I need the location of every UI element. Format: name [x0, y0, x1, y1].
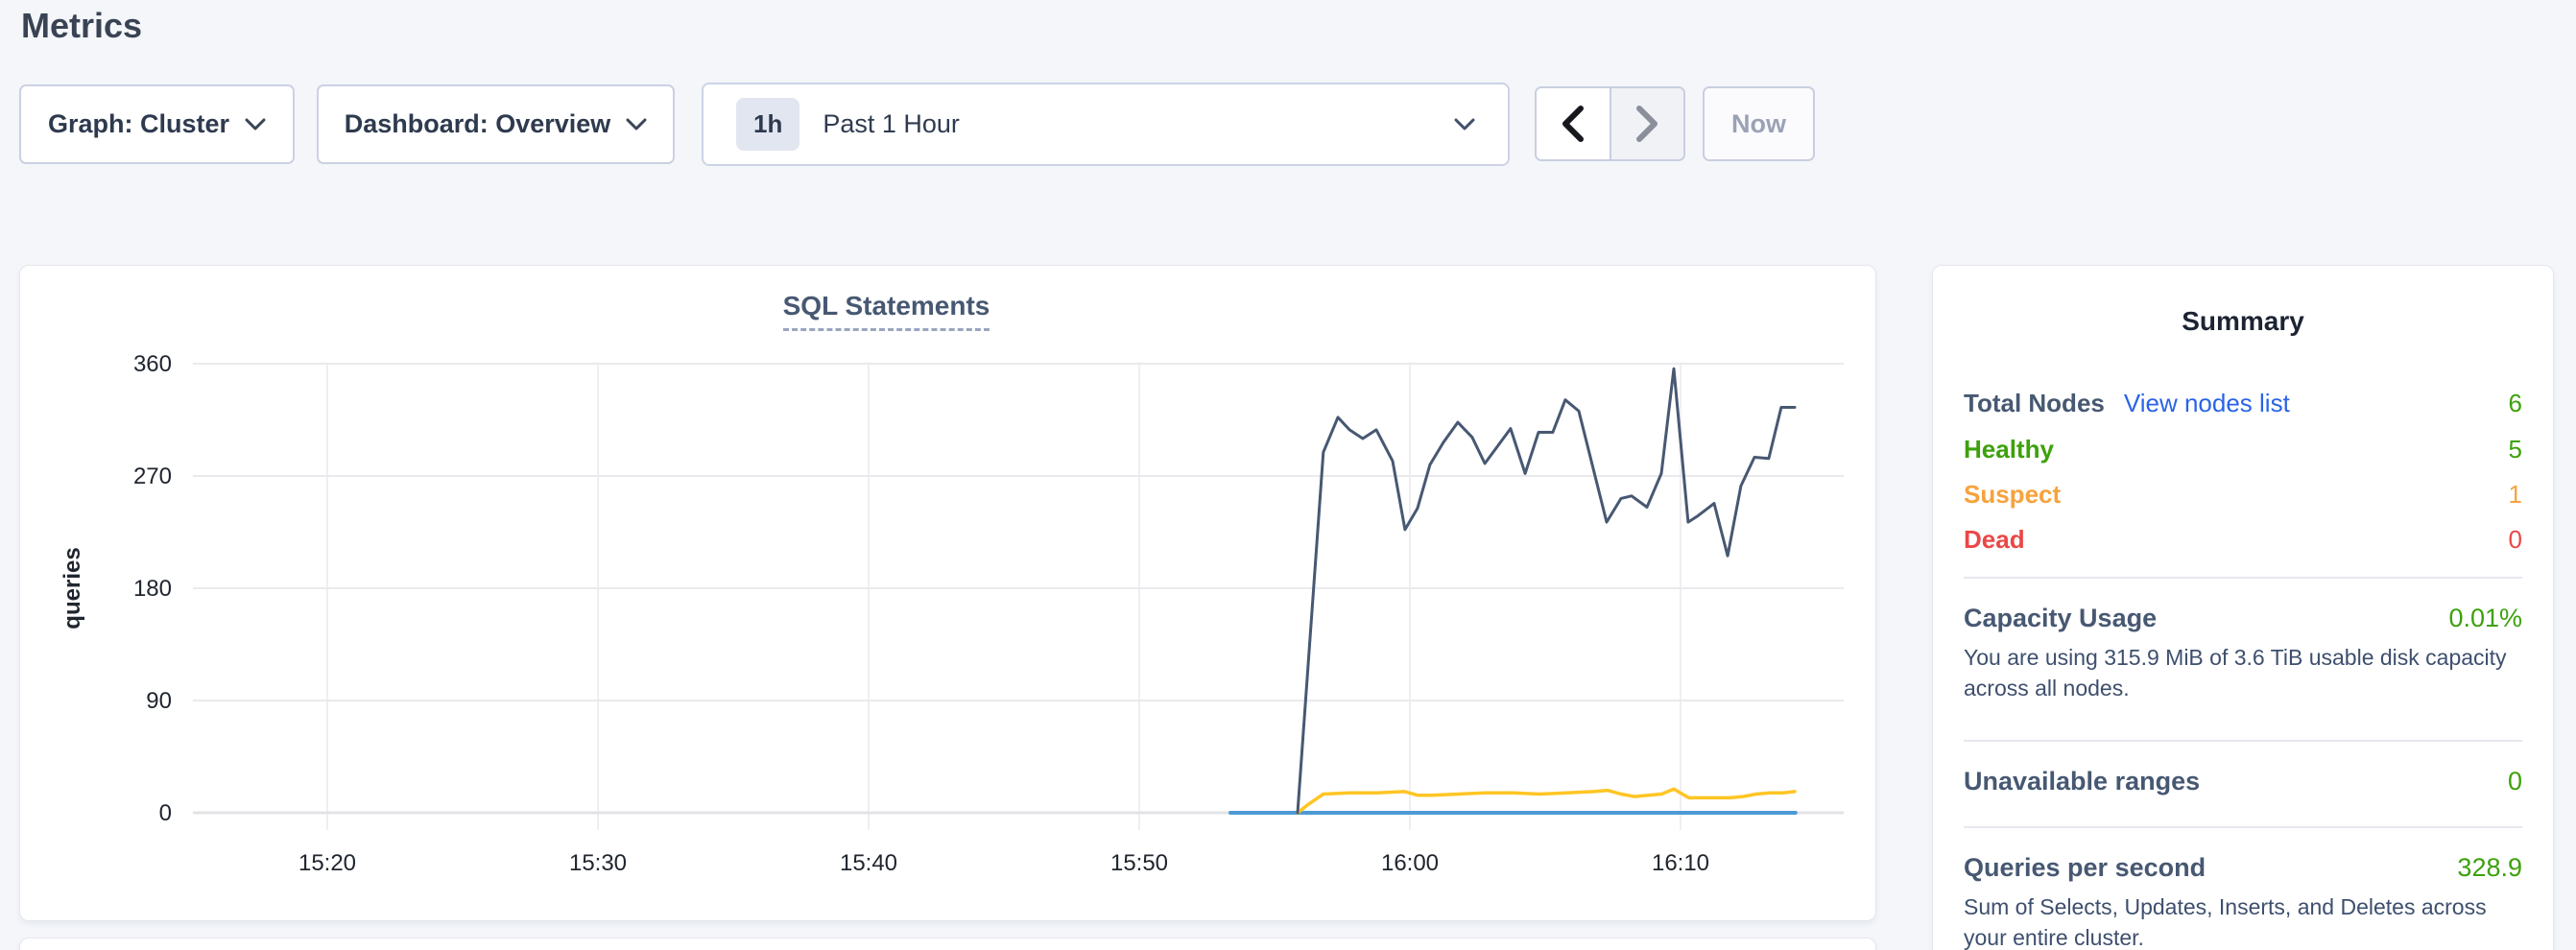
summary-row-qps: Queries per second 328.9: [1964, 853, 2522, 883]
y-tick-label: 270: [133, 463, 172, 489]
chart-title-wrap: SQL Statements: [20, 291, 1877, 331]
capacity-usage-caption: You are using 315.9 MiB of 3.6 TiB usabl…: [1964, 645, 2507, 701]
y-tick-label: 0: [159, 800, 172, 826]
summary-row-suspect: Suspect 1: [1964, 480, 2522, 510]
series-dark: [1296, 367, 1797, 815]
time-range-label: Past 1 Hour: [823, 109, 960, 138]
now-button[interactable]: Now: [1703, 86, 1815, 161]
summary-row-capacity: Capacity Usage 0.01%: [1964, 604, 2522, 633]
summary-row-dead: Dead 0: [1964, 525, 2522, 555]
x-tick-label: 15:30: [569, 850, 627, 876]
suspect-value: 1: [2508, 480, 2522, 509]
x-tick-label: 16:10: [1652, 850, 1709, 876]
sql-statements-chart[interactable]: 15:20 15:30 15:40 15:50 16:00 16:10 0 90 180 270 3…: [20, 266, 1877, 922]
page-title: Metrics: [21, 6, 143, 45]
summary-panel: Summary Total Nodes View nodes list 6 He…: [1932, 265, 2554, 950]
next-chart-card-edge: [19, 938, 1876, 950]
chevron-right-icon: [1636, 106, 1658, 142]
series-yellow: [1296, 787, 1797, 815]
sql-statements-card: SQL Statements 15:20 15:30 15:40 15:50 16:00…: [19, 265, 1876, 921]
chevron-down-icon: [245, 118, 266, 130]
dead-label: Dead: [1964, 525, 2025, 554]
chevron-down-icon: [626, 118, 647, 130]
suspect-label: Suspect: [1964, 480, 2062, 509]
summary-row-total-nodes: Total Nodes View nodes list 6: [1964, 389, 2522, 418]
graph-dropdown[interactable]: Graph: Cluster: [19, 84, 295, 164]
summary-divider: [1964, 740, 2522, 742]
summary-divider: [1964, 577, 2522, 579]
chevron-left-icon: [1562, 106, 1584, 142]
time-pager: [1535, 86, 1685, 161]
dashboard-dropdown[interactable]: Dashboard: Overview: [317, 84, 675, 164]
time-range-badge: 1h: [736, 98, 800, 151]
x-tick-label: 15:20: [298, 850, 356, 876]
chevron-down-icon: [1454, 118, 1475, 130]
qps-caption: Sum of Selects, Updates, Inserts, and De…: [1964, 894, 2487, 950]
dead-value: 0: [2508, 525, 2522, 554]
unavailable-ranges-value: 0: [2507, 767, 2522, 796]
healthy-label: Healthy: [1964, 435, 2054, 463]
healthy-value: 5: [2508, 435, 2522, 463]
summary-divider: [1964, 826, 2522, 828]
total-nodes-value: 6: [2508, 389, 2522, 417]
y-tick-label: 180: [133, 576, 172, 602]
x-tick-label: 16:00: [1381, 850, 1439, 876]
queries-per-second-value: 328.9: [2457, 853, 2522, 882]
graph-dropdown-label: Graph: Cluster: [47, 109, 230, 138]
time-range-picker[interactable]: 1h Past 1 Hour: [702, 83, 1510, 166]
queries-per-second-label: Queries per second: [1964, 853, 2206, 882]
total-nodes-label: Total Nodes: [1964, 389, 2105, 417]
capacity-usage-label: Capacity Usage: [1964, 604, 2158, 632]
summary-title: Summary: [2182, 306, 2304, 336]
next-time-button[interactable]: [1609, 88, 1683, 159]
dashboard-dropdown-label: Dashboard: Overview: [344, 109, 611, 138]
summary-row-healthy: Healthy 5: [1964, 435, 2522, 464]
summary-row-unavailable-ranges: Unavailable ranges 0: [1964, 767, 2522, 796]
y-axis-title: queries: [60, 547, 85, 629]
x-tick-label: 15:50: [1110, 850, 1168, 876]
y-tick-label: 90: [146, 688, 172, 714]
x-tick-label: 15:40: [840, 850, 897, 876]
chart-title[interactable]: SQL Statements: [782, 291, 990, 331]
previous-time-button[interactable]: [1537, 88, 1610, 159]
y-tick-label: 360: [133, 351, 172, 377]
unavailable-ranges-label: Unavailable ranges: [1964, 767, 2201, 796]
capacity-usage-value: 0.01%: [2448, 604, 2522, 632]
view-nodes-list-link[interactable]: View nodes list: [2123, 389, 2290, 417]
